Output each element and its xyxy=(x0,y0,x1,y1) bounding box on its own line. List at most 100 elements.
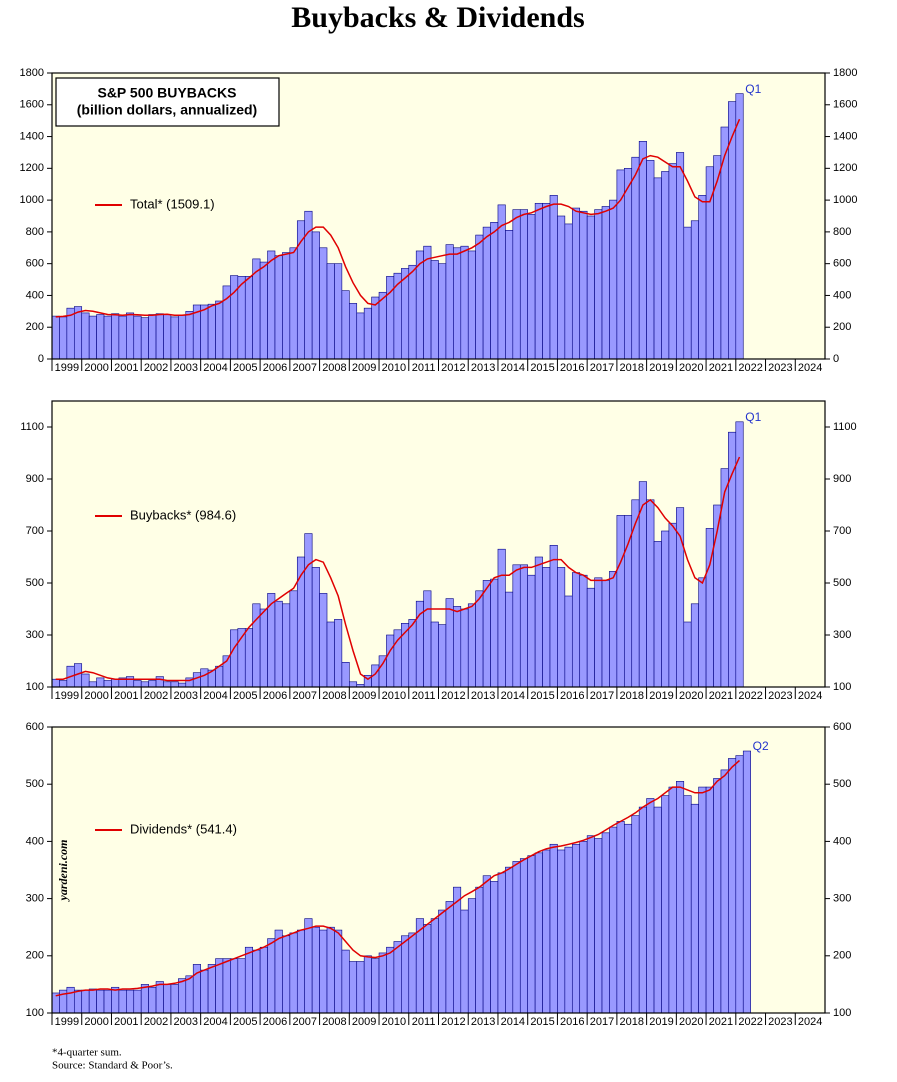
bar xyxy=(668,522,677,688)
bar xyxy=(624,515,633,688)
bar xyxy=(185,311,194,360)
bar xyxy=(631,499,640,688)
bar xyxy=(571,207,581,360)
y-tick-label: 1100 xyxy=(20,421,44,433)
bar xyxy=(319,929,328,1014)
bar xyxy=(601,206,610,360)
x-tick-label: 2012 xyxy=(441,362,465,374)
bar xyxy=(215,665,224,688)
y-tick-label-right: 800 xyxy=(833,226,851,238)
bar xyxy=(252,949,261,1014)
x-tick-label: 2002 xyxy=(144,362,168,374)
bar xyxy=(244,628,253,688)
bar xyxy=(207,964,216,1014)
annotation: Q1 xyxy=(745,82,761,96)
bar xyxy=(430,260,439,360)
bar xyxy=(96,989,105,1014)
y-tick-label: 700 xyxy=(26,525,44,537)
bar xyxy=(482,226,491,360)
x-tick-label: 2020 xyxy=(679,690,703,702)
bar xyxy=(289,590,298,688)
bar xyxy=(349,961,358,1014)
bar xyxy=(341,290,350,360)
bar xyxy=(408,619,417,688)
bar xyxy=(616,821,625,1014)
x-tick-label: 2017 xyxy=(590,690,614,702)
bar xyxy=(326,621,335,688)
x-tick-label: 2011 xyxy=(412,362,436,374)
bar xyxy=(549,544,558,688)
x-tick-label: 2007 xyxy=(292,362,316,374)
x-tick-label: 2013 xyxy=(471,690,495,702)
bar xyxy=(111,313,120,360)
y-tick-label: 100 xyxy=(26,1007,44,1019)
bar xyxy=(267,250,276,360)
bar xyxy=(200,304,209,360)
bar xyxy=(519,564,528,688)
source: Source: Standard & Poor’s. xyxy=(52,1060,173,1072)
bar xyxy=(445,244,454,360)
bar xyxy=(378,952,387,1014)
watermark: yardeni.com xyxy=(56,840,70,903)
bar xyxy=(460,909,469,1014)
y-tick-label-right: 1200 xyxy=(833,162,857,174)
bar xyxy=(557,849,566,1014)
bar xyxy=(81,312,90,360)
bar xyxy=(334,929,343,1014)
y-tick-label-right: 1600 xyxy=(833,99,857,111)
bar xyxy=(393,941,402,1014)
plot-frame xyxy=(51,72,826,360)
y-tick-label-right: 0 xyxy=(833,353,839,365)
bar xyxy=(512,564,521,688)
y-tick-label-right: 1000 xyxy=(833,194,857,206)
line-series xyxy=(55,456,741,682)
bar xyxy=(542,567,551,688)
bar xyxy=(304,210,313,360)
bar xyxy=(564,846,573,1014)
page-title: Buybacks & Dividends xyxy=(291,1,584,34)
legend-label: Buybacks* (984.6) xyxy=(130,507,236,522)
bar xyxy=(505,230,514,360)
x-tick-label: 2010 xyxy=(382,690,406,702)
y-tick-label-right: 300 xyxy=(833,893,851,905)
bar xyxy=(534,202,543,360)
bar xyxy=(638,806,647,1014)
bar xyxy=(490,881,499,1014)
bar xyxy=(609,570,618,688)
bar xyxy=(638,141,647,360)
bar xyxy=(230,629,239,688)
x-tick-label: 2005 xyxy=(233,362,257,374)
y-tick-label-right: 700 xyxy=(833,525,851,537)
x-tick-label: 2022 xyxy=(738,690,762,702)
bar xyxy=(698,577,707,688)
bar xyxy=(148,680,157,688)
x-tick-label: 2007 xyxy=(292,1016,316,1028)
bar xyxy=(170,316,179,360)
bar xyxy=(103,315,112,360)
bar xyxy=(430,918,439,1014)
bar xyxy=(549,195,558,360)
y-tick-label-right: 400 xyxy=(833,835,851,847)
bar xyxy=(475,886,484,1014)
bar xyxy=(676,781,685,1014)
bar xyxy=(653,177,662,360)
bar xyxy=(371,296,380,360)
bar xyxy=(51,992,60,1014)
bar xyxy=(81,673,90,688)
bar xyxy=(527,855,536,1014)
bar xyxy=(683,226,692,360)
x-tick-label: 2011 xyxy=(412,690,436,702)
bar xyxy=(326,926,335,1014)
bar xyxy=(200,668,209,688)
bar xyxy=(356,312,365,360)
bar xyxy=(490,222,499,360)
line-series xyxy=(55,118,741,318)
bar xyxy=(386,946,395,1014)
x-tick-label: 1999 xyxy=(55,362,79,374)
bar xyxy=(676,507,685,688)
bar xyxy=(311,567,320,688)
x-tick-label: 2008 xyxy=(322,1016,346,1028)
bar xyxy=(81,989,90,1014)
bar xyxy=(259,946,268,1014)
bar xyxy=(624,168,633,360)
